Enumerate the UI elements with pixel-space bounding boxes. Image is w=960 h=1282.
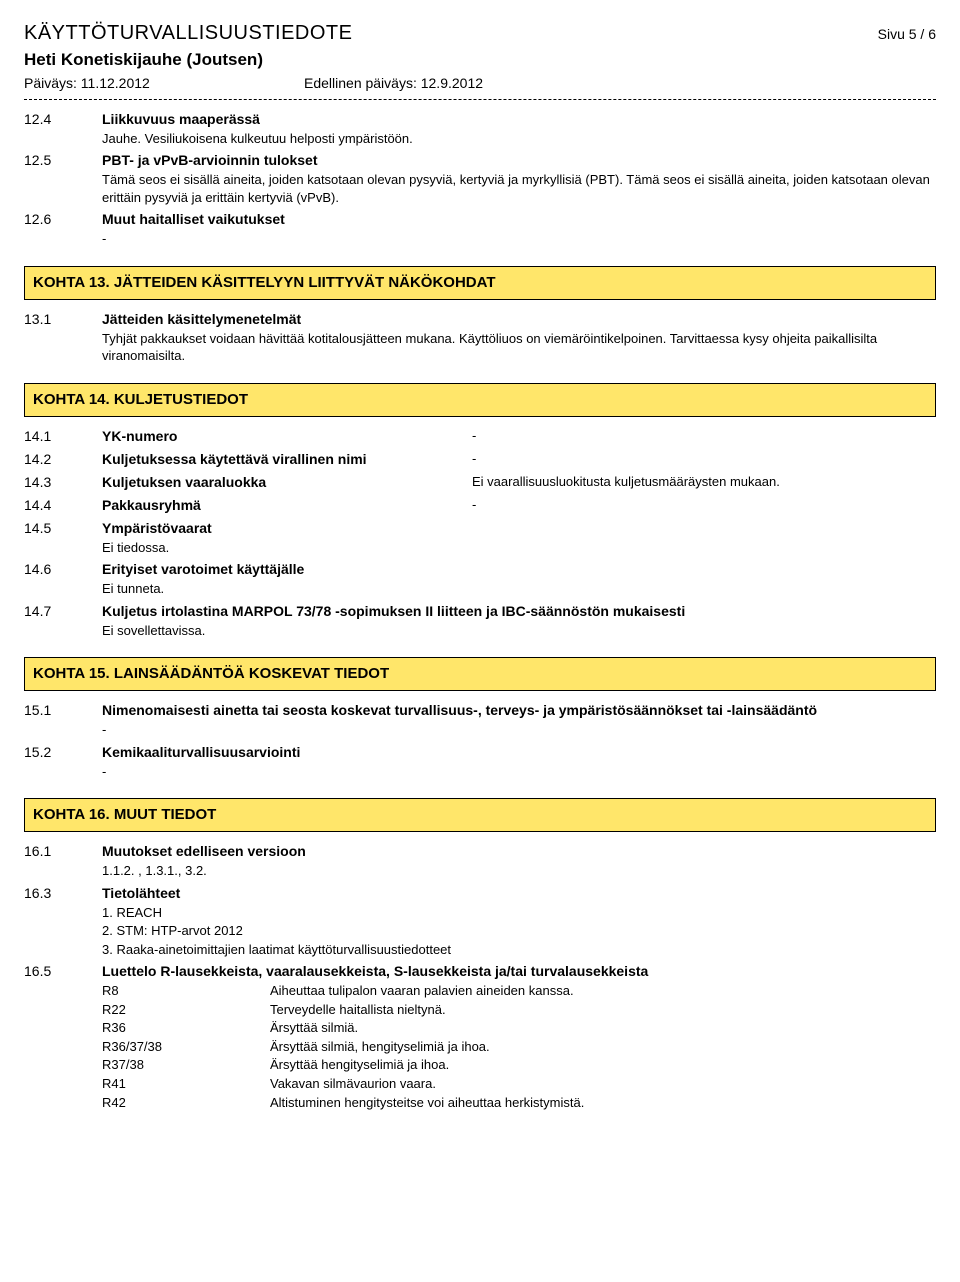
item-16-3: 16.3 Tietolähteet 1. REACH 2. STM: HTP-a… <box>24 884 936 959</box>
section-13-header: KOHTA 13. JÄTTEIDEN KÄSITTELYYN LIITTYVÄ… <box>24 266 936 300</box>
item-14-5: 14.5 Ympäristövaarat Ei tiedossa. <box>24 519 936 556</box>
item-label: Ympäristövaarat <box>102 519 936 538</box>
item-label: Muut haitalliset vaikutukset <box>102 210 936 229</box>
item-number: 12.6 <box>24 210 102 247</box>
phrase-code: R22 <box>102 1001 270 1019</box>
phrase-code: R41 <box>102 1075 270 1093</box>
phrase-code: R8 <box>102 982 270 1000</box>
item-number: 14.7 <box>24 602 102 639</box>
item-number: 14.3 <box>24 473 102 492</box>
phrase-row: R37/38 Ärsyttää hengityselimiä ja ihoa. <box>102 1056 936 1074</box>
phrase-code: R37/38 <box>102 1056 270 1074</box>
item-text: Jauhe. Vesiliukoisena kulkeutuu helposti… <box>102 130 936 148</box>
item-number: 16.5 <box>24 962 102 1111</box>
date-current: Päiväys: 11.12.2012 <box>24 74 304 93</box>
phrase-row: R42 Altistuminen hengitysteitse voi aihe… <box>102 1094 936 1112</box>
header-divider <box>24 99 936 100</box>
item-label: Kuljetus irtolastina MARPOL 73/78 -sopim… <box>102 602 936 621</box>
item-number: 14.4 <box>24 496 102 515</box>
item-12-4: 12.4 Liikkuvuus maaperässä Jauhe. Vesili… <box>24 110 936 147</box>
section-16-header: KOHTA 16. MUUT TIEDOT <box>24 798 936 832</box>
phrase-row: R41 Vakavan silmävaurion vaara. <box>102 1075 936 1093</box>
item-16-5: 16.5 Luettelo R-lausekkeista, vaaralause… <box>24 962 936 1111</box>
item-value: - <box>472 450 936 469</box>
phrase-row: R36 Ärsyttää silmiä. <box>102 1019 936 1037</box>
item-number: 14.1 <box>24 427 102 446</box>
item-label: Luettelo R-lausekkeista, vaaralausekkeis… <box>102 962 936 981</box>
item-label: Kuljetuksessa käytettävä virallinen nimi <box>102 450 472 469</box>
phrase-row: R22 Terveydelle haitallista nieltynä. <box>102 1001 936 1019</box>
item-text: Tyhjät pakkaukset voidaan hävittää kotit… <box>102 330 936 365</box>
item-label: Kemikaaliturvallisuusarviointi <box>102 743 936 762</box>
section-15-header: KOHTA 15. LAINSÄÄDÄNTÖÄ KOSKEVAT TIEDOT <box>24 657 936 691</box>
item-label: Nimenomaisesti ainetta tai seosta koskev… <box>102 701 936 720</box>
item-label: Tietolähteet <box>102 884 936 903</box>
item-15-1: 15.1 Nimenomaisesti ainetta tai seosta k… <box>24 701 936 738</box>
item-14-1: 14.1 YK-numero - <box>24 427 936 446</box>
item-number: 13.1 <box>24 310 102 365</box>
item-label: Pakkausryhmä <box>102 496 472 515</box>
phrase-code: R42 <box>102 1094 270 1112</box>
source-line-1: 1. REACH <box>102 904 936 922</box>
item-label: Liikkuvuus maaperässä <box>102 110 936 129</box>
item-16-1: 16.1 Muutokset edelliseen versioon 1.1.2… <box>24 842 936 879</box>
date-previous: Edellinen päiväys: 12.9.2012 <box>304 74 483 93</box>
item-number: 15.2 <box>24 743 102 780</box>
item-text: - <box>102 763 936 781</box>
item-number: 16.3 <box>24 884 102 959</box>
item-14-6: 14.6 Erityiset varotoimet käyttäjälle Ei… <box>24 560 936 597</box>
phrase-code: R36/37/38 <box>102 1038 270 1056</box>
doc-subtitle: Heti Konetiskijauhe (Joutsen) <box>24 49 936 72</box>
item-number: 12.5 <box>24 151 102 206</box>
item-15-2: 15.2 Kemikaaliturvallisuusarviointi - <box>24 743 936 780</box>
item-number: 14.6 <box>24 560 102 597</box>
phrase-desc: Aiheuttaa tulipalon vaaran palavien aine… <box>270 982 936 1000</box>
page-number: Sivu 5 / 6 <box>878 25 936 44</box>
phrase-desc: Ärsyttää silmiä, hengityselimiä ja ihoa. <box>270 1038 936 1056</box>
item-number: 14.2 <box>24 450 102 469</box>
item-14-4: 14.4 Pakkausryhmä - <box>24 496 936 515</box>
item-number: 16.1 <box>24 842 102 879</box>
item-12-5: 12.5 PBT- ja vPvB-arvioinnin tulokset Tä… <box>24 151 936 206</box>
item-14-7: 14.7 Kuljetus irtolastina MARPOL 73/78 -… <box>24 602 936 639</box>
phrase-desc: Vakavan silmävaurion vaara. <box>270 1075 936 1093</box>
item-number: 12.4 <box>24 110 102 147</box>
item-13-1: 13.1 Jätteiden käsittelymenetelmät Tyhjä… <box>24 310 936 365</box>
item-text: Ei sovellettavissa. <box>102 622 936 640</box>
item-value: - <box>472 496 936 515</box>
item-label: PBT- ja vPvB-arvioinnin tulokset <box>102 151 936 170</box>
item-label: Muutokset edelliseen versioon <box>102 842 936 861</box>
item-value: - <box>472 427 936 446</box>
section-14-header: KOHTA 14. KULJETUSTIEDOT <box>24 383 936 417</box>
phrase-desc: Terveydelle haitallista nieltynä. <box>270 1001 936 1019</box>
phrase-row: R36/37/38 Ärsyttää silmiä, hengityselimi… <box>102 1038 936 1056</box>
item-14-3: 14.3 Kuljetuksen vaaraluokka Ei vaaralli… <box>24 473 936 492</box>
source-line-3: 3. Raaka-ainetoimittajien laatimat käytt… <box>102 941 936 959</box>
item-text: 1.1.2. , 1.3.1., 3.2. <box>102 862 936 880</box>
item-number: 15.1 <box>24 701 102 738</box>
item-label: YK-numero <box>102 427 472 446</box>
doc-title: KÄYTTÖTURVALLISUUSTIEDOTE <box>24 20 353 47</box>
item-label: Kuljetuksen vaaraluokka <box>102 473 472 492</box>
phrase-desc: Ärsyttää silmiä. <box>270 1019 936 1037</box>
item-text: Tämä seos ei sisällä aineita, joiden kat… <box>102 171 936 206</box>
phrase-code: R36 <box>102 1019 270 1037</box>
item-text: Ei tunneta. <box>102 580 936 598</box>
item-value: Ei vaarallisuusluokitusta kuljetusmääräy… <box>472 473 936 492</box>
item-14-2: 14.2 Kuljetuksessa käytettävä virallinen… <box>24 450 936 469</box>
item-label: Jätteiden käsittelymenetelmät <box>102 310 936 329</box>
phrase-desc: Altistuminen hengitysteitse voi aiheutta… <box>270 1094 936 1112</box>
phrase-row: R8 Aiheuttaa tulipalon vaaran palavien a… <box>102 982 936 1000</box>
item-text: - <box>102 230 936 248</box>
item-12-6: 12.6 Muut haitalliset vaikutukset - <box>24 210 936 247</box>
item-text: Ei tiedossa. <box>102 539 936 557</box>
source-line-2: 2. STM: HTP-arvot 2012 <box>102 922 936 940</box>
item-label: Erityiset varotoimet käyttäjälle <box>102 560 936 579</box>
phrase-desc: Ärsyttää hengityselimiä ja ihoa. <box>270 1056 936 1074</box>
item-number: 14.5 <box>24 519 102 556</box>
item-text: - <box>102 721 936 739</box>
